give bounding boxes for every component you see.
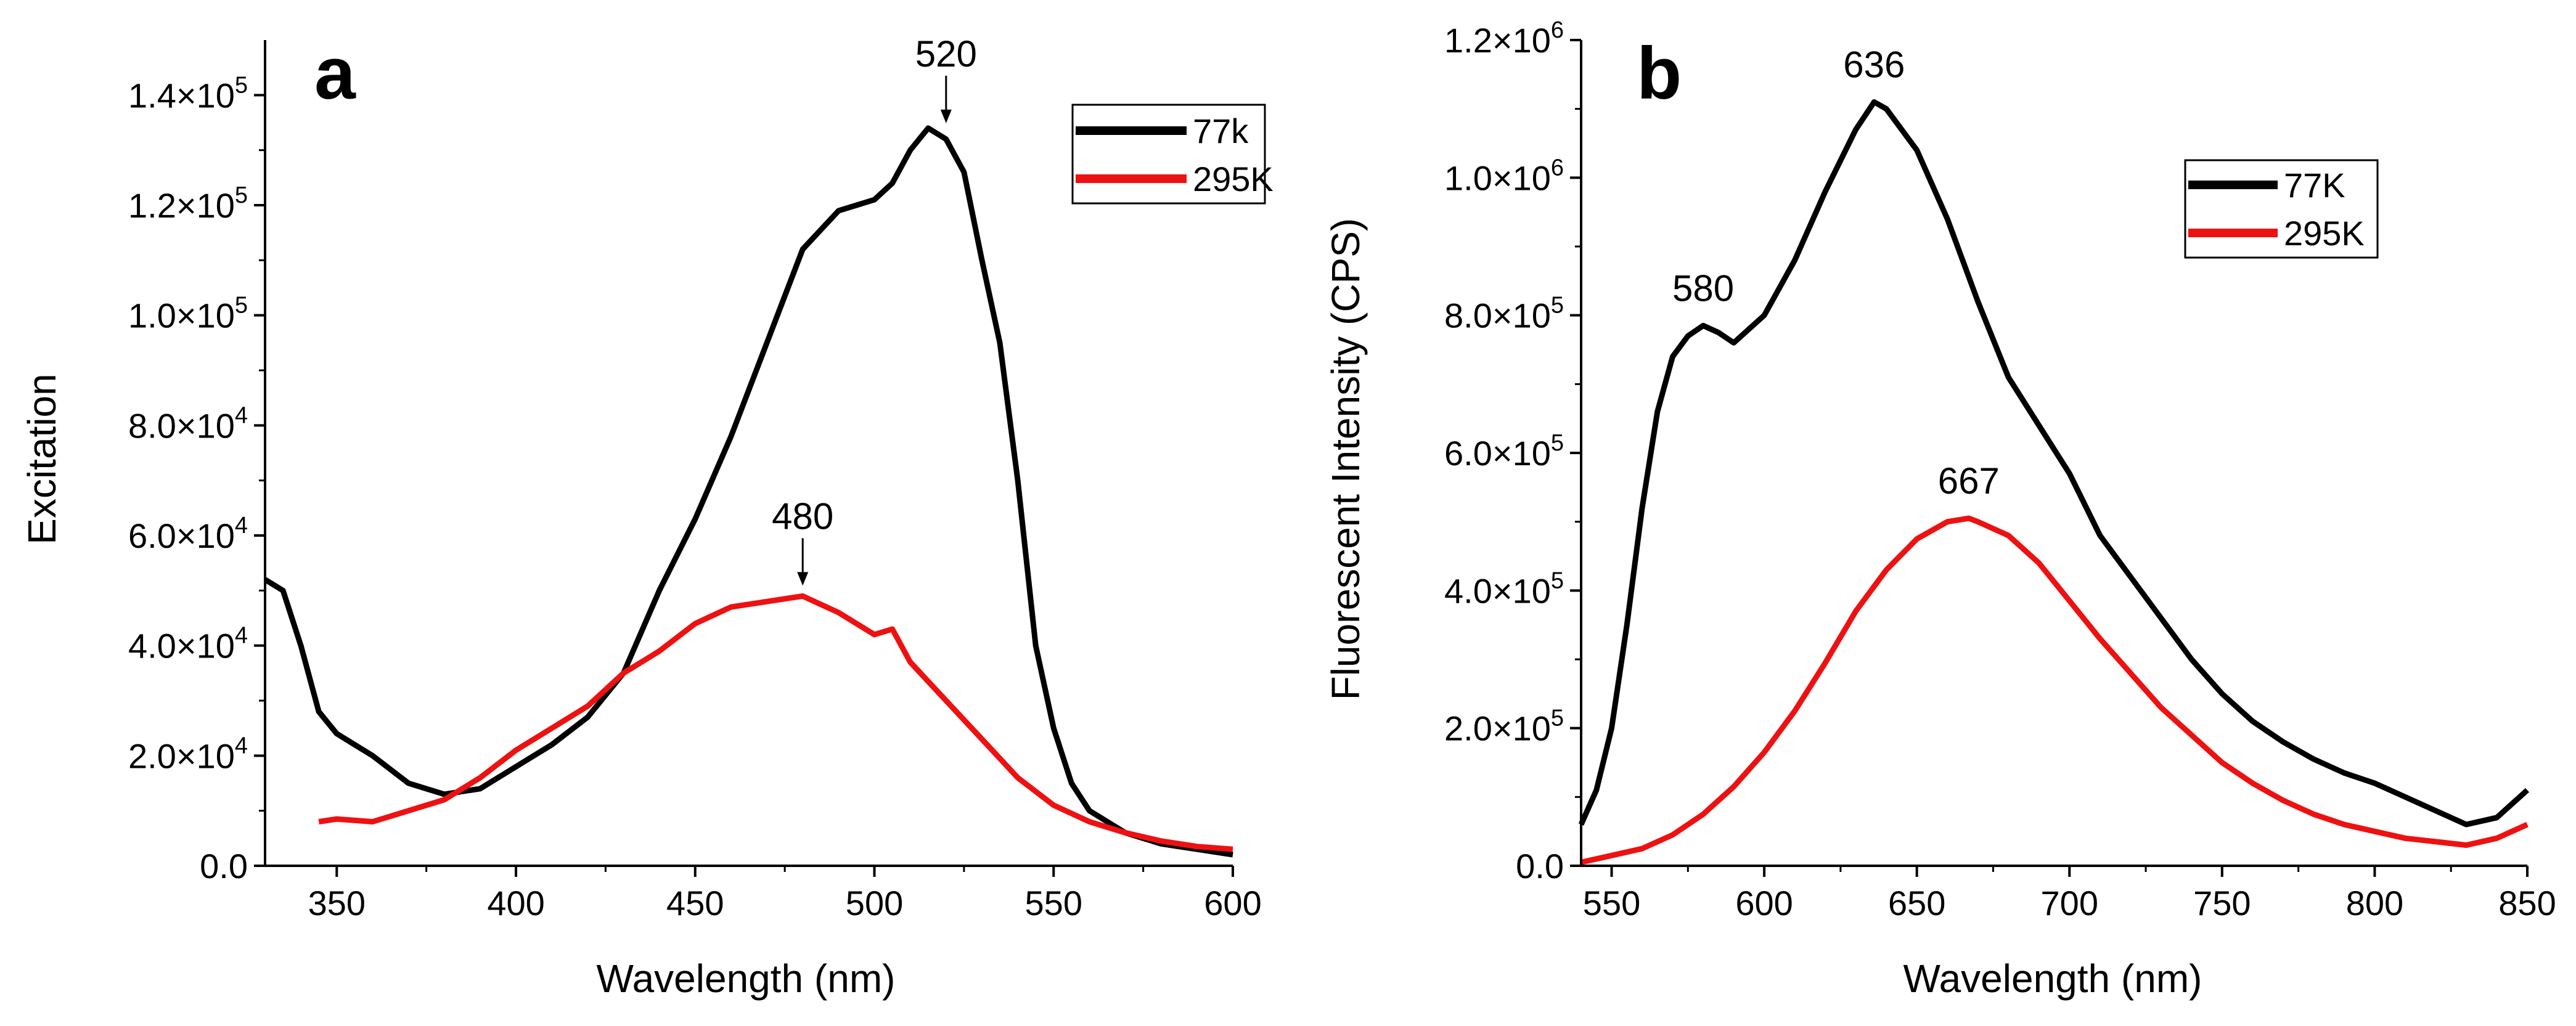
panel-a-excitation-chart: a 350 400 450 500 550 600 0.0 2.0×104 4.0×104 6.0… [20, 32, 1274, 1001]
panel-a-y-tick-label: 6.0×104 [128, 513, 248, 555]
panel-a-y-tick-label: 2.0×104 [128, 733, 248, 775]
panel-a-x-tick-label: 350 [308, 884, 366, 922]
panel-a-y-axis-label: Excitation [20, 373, 64, 544]
panel-b-y-tick-label: 6.0×105 [1444, 430, 1564, 473]
panel-b-legend: 77K 295K [2184, 159, 2379, 259]
panel-b-series-line-295k [1580, 515, 2529, 865]
panel-b-x-tick-label: 550 [1583, 884, 1640, 922]
panel-b-x-tick-label: 600 [1735, 884, 1793, 922]
panel-a-legend-label-77k: 77k [1193, 112, 1249, 150]
panel-b-annotation-label: 636 [1843, 44, 1905, 86]
panel-b-y-tick-label: 4.0×105 [1444, 568, 1564, 610]
panel-b-annotation-label: 580 [1672, 267, 1734, 309]
panel-a-annotation-label: 520 [915, 33, 977, 75]
panel-b-legend-label-77k: 77K [2284, 166, 2345, 205]
panel-b-annotation-label: 667 [1938, 460, 2000, 502]
panel-a-legend-label-295k: 295K [1193, 160, 1274, 198]
panel-b-legend-box [2184, 159, 2379, 259]
panel-a-x-tick-label: 550 [1025, 884, 1082, 922]
panel-b-x-tick-label: 800 [2346, 884, 2403, 922]
panel-b-y-tick-label: 2.0×105 [1444, 706, 1564, 748]
panel-a-legend-box [1071, 104, 1266, 205]
panel-b-y-axis-label: Fluorescent Intensity (CPS) [1323, 218, 1368, 701]
panel-b-label: b [1637, 32, 1682, 115]
panel-b-y-tick-label: 1.0×106 [1444, 155, 1564, 197]
panel-b-fluorescence-chart: b 550 600 650 700 750 800 850 0.0 2.0×105 4.0×105… [1323, 17, 2556, 1001]
panel-b-x-tick-label: 700 [2041, 884, 2098, 922]
panel-b-x-tick-label: 750 [2193, 884, 2251, 922]
panel-a-annotation-arrowhead [797, 572, 809, 586]
panel-b-x-axis-label: Wavelength (nm) [1903, 956, 2202, 1001]
panel-a-legend: 77k 295K [1071, 104, 1274, 205]
panel-b-y-tick-label: 1.2×106 [1444, 17, 1564, 60]
panel-a-y-tick-label: 0.0 [200, 847, 248, 886]
panel-a-x-tick-label: 600 [1204, 884, 1261, 922]
panel-a-x-tick-label: 400 [487, 884, 544, 922]
panel-b-y-tick-label: 8.0×105 [1444, 293, 1564, 335]
panel-a-plot-area: 350 400 450 500 550 600 0.0 2.0×104 4.0×104 6.0×1… [128, 33, 1262, 922]
panel-a-y-tick-label: 4.0×104 [128, 623, 248, 666]
panel-a-x-tick-label: 500 [846, 884, 903, 922]
panel-a-series-line-295k [318, 593, 1233, 852]
panel-a-annotation-label: 480 [772, 495, 833, 537]
panel-a-series-line-77k [263, 125, 1233, 858]
panel-b-y-tick-label: 0.0 [1516, 847, 1564, 886]
panel-b-x-tick-label: 650 [1888, 884, 1945, 922]
panel-b-legend-label-295k: 295K [2284, 214, 2365, 253]
panel-a-y-tick-label: 1.4×105 [128, 72, 248, 115]
panel-b-plot-area: 550 600 650 700 750 800 850 0.0 2.0×105 4.0×105 6.… [1444, 17, 2556, 922]
panel-b-series-line-77k [1578, 99, 2530, 828]
panel-a-annotation-arrowhead [940, 109, 952, 123]
panel-a-x-axis-label: Wavelength (nm) [597, 956, 896, 1001]
panel-a-y-tick-label: 8.0×104 [128, 402, 248, 445]
panel-a-label: a [314, 32, 356, 115]
panel-b-x-tick-label: 850 [2498, 884, 2556, 922]
panel-a-x-tick-label: 450 [666, 884, 724, 922]
panel-a-y-tick-label: 1.0×105 [128, 293, 248, 335]
panel-a-y-tick-label: 1.2×105 [128, 182, 248, 225]
